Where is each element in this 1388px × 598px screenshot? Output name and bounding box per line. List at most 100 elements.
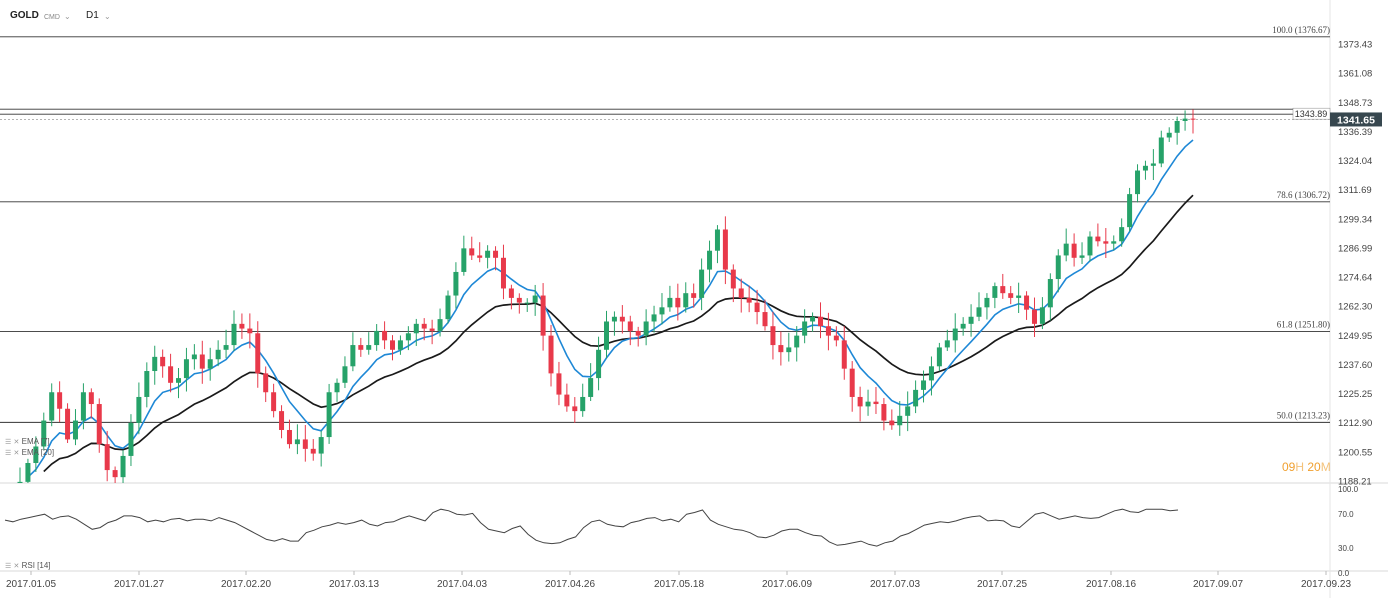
candle-body — [437, 319, 443, 331]
candle — [176, 367, 182, 399]
candle — [49, 383, 55, 427]
candle-body — [524, 302, 530, 304]
list-icon[interactable]: ☰ — [5, 450, 12, 457]
candle-body — [294, 439, 300, 445]
candle-body — [231, 323, 237, 346]
candle-body — [104, 444, 110, 471]
candle — [1047, 273, 1053, 321]
candle — [619, 305, 625, 334]
fib-label: 100.0 (1376.67) — [1272, 25, 1330, 35]
feed-label[interactable]: CMD — [44, 14, 60, 21]
symbol-label[interactable]: GOLD — [10, 10, 39, 21]
candle — [548, 324, 554, 387]
candle — [968, 304, 974, 337]
candle — [382, 321, 388, 350]
candle-body — [239, 323, 245, 329]
rsi-series — [4, 508, 1179, 547]
ema-20-series — [43, 194, 1194, 473]
candle-body — [302, 439, 308, 449]
candle — [881, 398, 887, 431]
candle-body — [144, 371, 150, 397]
candle — [215, 340, 221, 367]
candle — [825, 312, 831, 351]
candle — [294, 424, 300, 455]
candle-body — [619, 316, 625, 322]
candle-body — [699, 269, 705, 298]
list-icon[interactable]: ☰ — [5, 439, 12, 446]
candle — [1119, 218, 1125, 247]
candle — [1087, 231, 1093, 262]
candle-body — [382, 330, 388, 341]
candle — [112, 466, 118, 483]
candle-body — [532, 295, 538, 303]
price-tick-label: 1262.30 — [1338, 302, 1372, 313]
candle-body — [41, 420, 47, 447]
candle-body — [762, 312, 768, 327]
legend-ema-fast[interactable]: ☰ ✕ EMA [7] — [5, 437, 50, 448]
candle — [1127, 187, 1133, 232]
candle-body — [905, 406, 911, 416]
candle-body — [168, 366, 174, 383]
candle-body — [1127, 194, 1133, 228]
candle — [437, 308, 443, 337]
candle-body — [1119, 227, 1125, 242]
countdown-hours-unit: H — [1295, 460, 1305, 474]
marker-price-label: 1343.89 — [1295, 109, 1328, 119]
timeframe-selector[interactable]: D1 — [86, 10, 99, 21]
candle — [199, 340, 205, 384]
horizontal-lines — [0, 36, 1330, 423]
close-icon[interactable]: ✕ — [13, 450, 20, 457]
candle — [770, 311, 776, 360]
feed-chevron-down-icon[interactable]: ⌄ — [64, 12, 71, 21]
current-price-tag: 1341.65 — [1330, 112, 1382, 127]
candle-body — [1079, 255, 1085, 258]
close-icon[interactable]: ✕ — [13, 439, 20, 446]
date-tick-label: 2017.01.05 — [6, 579, 56, 590]
timeframe-chevron-down-icon[interactable]: ⌄ — [104, 12, 111, 21]
candle — [730, 264, 736, 303]
close-icon[interactable]: ✕ — [13, 563, 20, 570]
candle-body — [80, 392, 86, 421]
candle — [1135, 164, 1141, 203]
candle — [342, 356, 348, 389]
candle — [1166, 127, 1172, 143]
candle-body — [199, 354, 205, 369]
candle-body — [1111, 241, 1117, 244]
candle-body — [1142, 165, 1148, 171]
price-tick-label: 1212.90 — [1338, 418, 1372, 429]
candle-body — [873, 401, 879, 405]
legend-rsi[interactable]: ☰ ✕ RSI [14] — [5, 561, 51, 572]
rsi-axis-ticks: 100.0 70.0 30.0 0.0 — [1338, 485, 1359, 578]
candle-body — [310, 448, 316, 454]
candle — [1000, 273, 1006, 299]
candle — [334, 378, 340, 402]
candle — [691, 283, 697, 308]
candle — [239, 313, 245, 339]
candle-body — [72, 420, 78, 440]
candle-body — [1095, 236, 1101, 242]
fibonacci-labels: 100.0 (1376.67) 78.6 (1306.72) 61.8 (1251.… — [1272, 25, 1330, 421]
candle — [421, 318, 427, 341]
candle-body — [358, 345, 364, 350]
candle-body — [508, 288, 514, 298]
candle — [366, 332, 372, 355]
legend-ema-slow[interactable]: ☰ ✕ EMA [20] — [5, 448, 54, 459]
list-icon[interactable]: ☰ — [5, 563, 12, 570]
candle-body — [334, 382, 340, 393]
candle-body — [952, 328, 958, 341]
candle-body — [580, 396, 586, 412]
candle — [588, 363, 594, 402]
candle — [556, 361, 562, 406]
candle — [1063, 228, 1069, 262]
candle-body — [984, 297, 990, 308]
candle — [207, 347, 213, 381]
candle — [905, 391, 911, 432]
candle — [1103, 228, 1109, 258]
candle-body — [1135, 170, 1141, 195]
candle — [833, 326, 839, 347]
candle — [168, 353, 174, 393]
candle — [1150, 149, 1156, 181]
candle-body — [746, 297, 752, 303]
candle-body — [342, 366, 348, 383]
